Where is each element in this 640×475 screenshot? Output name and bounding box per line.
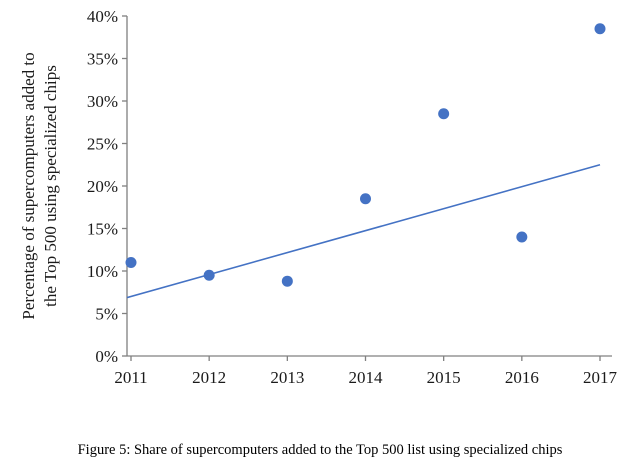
x-tick-label: 2017 bbox=[583, 368, 618, 387]
y-tick-label: 10% bbox=[87, 262, 118, 281]
x-tick-label: 2015 bbox=[427, 368, 461, 387]
x-tick-label: 2011 bbox=[114, 368, 147, 387]
y-tick-label: 20% bbox=[87, 177, 118, 196]
y-tick-label: 25% bbox=[87, 135, 118, 154]
y-tick-label: 0% bbox=[95, 347, 118, 366]
x-tick-label: 2016 bbox=[505, 368, 539, 387]
x-tick-label: 2014 bbox=[349, 368, 384, 387]
y-tick-label: 5% bbox=[95, 305, 118, 324]
data-point bbox=[125, 257, 137, 268]
y-tick-label: 35% bbox=[87, 50, 118, 69]
scatter-chart: 0% 5% 10% 15% 20% 25% 30% 35% 40% 2011 2012 2013 201… bbox=[19, 7, 618, 387]
data-point bbox=[203, 269, 215, 281]
data-point bbox=[438, 108, 450, 120]
x-tick-label: 2013 bbox=[270, 368, 304, 387]
trend-line bbox=[126, 163, 601, 299]
x-tick-label: 2012 bbox=[192, 368, 226, 387]
y-tick-label: 30% bbox=[87, 92, 118, 111]
y-axis-title: the Top 500 using specialized chips bbox=[41, 65, 60, 307]
data-point bbox=[516, 231, 528, 243]
y-tick-label: 40% bbox=[87, 7, 118, 26]
data-point bbox=[281, 275, 293, 287]
figure-caption: Figure 5: Share of supercomputers added … bbox=[77, 442, 563, 458]
data-point bbox=[360, 193, 371, 205]
y-tick-label: 15% bbox=[87, 220, 118, 239]
data-point bbox=[594, 23, 606, 35]
y-axis-title: Percentage of supercomputers added to bbox=[19, 52, 38, 319]
